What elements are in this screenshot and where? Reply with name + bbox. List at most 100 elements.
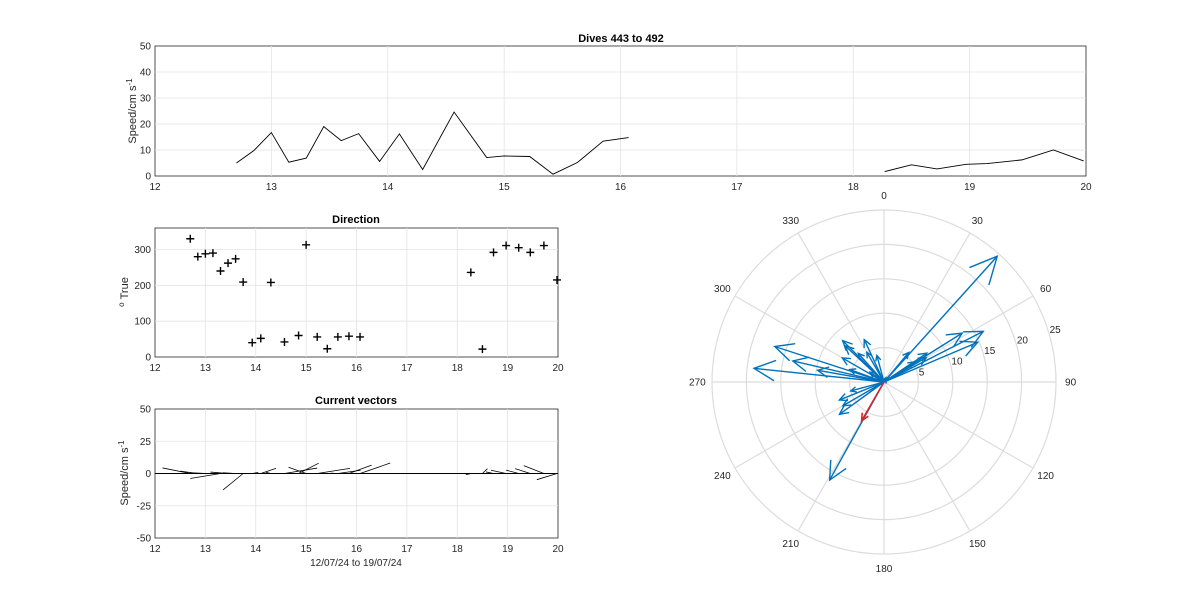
direction-point — [231, 254, 240, 263]
polar-vector-arrow — [883, 341, 979, 383]
speed-grid — [155, 46, 1086, 176]
current-vector-stick — [252, 472, 259, 474]
current-vector-stick — [190, 473, 221, 479]
direction-point — [478, 345, 487, 354]
current-vector-stick — [465, 473, 471, 476]
polar-vector-arrow-head — [838, 405, 850, 416]
direction-point — [466, 268, 475, 277]
current-vector-stick — [490, 469, 507, 474]
polar-r-label: 20 — [1017, 335, 1029, 346]
polar-vector-arrow-head — [863, 338, 872, 349]
direction-point — [356, 332, 365, 341]
polar-theta-label: 90 — [1065, 378, 1077, 389]
direction-point — [294, 331, 303, 340]
polar-vectors — [752, 255, 999, 482]
polar-theta-label: 270 — [689, 378, 706, 389]
speed-ylabel-text: Speed/cm s — [127, 85, 139, 144]
polar-vector-arrow-head — [752, 359, 777, 382]
polar-vector-arrow-head — [837, 393, 849, 402]
polar-vector-arrow — [863, 339, 885, 383]
direction-ylabel: o True — [117, 277, 131, 307]
polar-r-label: 25 — [1050, 325, 1062, 336]
current-xtick-label: 16 — [351, 544, 363, 555]
polar-vector-arrow-head — [841, 339, 853, 351]
polar-vector-arrow-head — [791, 356, 810, 373]
polar-mean-vector-arrow-head — [860, 412, 869, 423]
direction-xtick-label: 19 — [502, 363, 514, 374]
speed-xtick-label: 18 — [848, 182, 860, 193]
speed-title: Dives 443 to 492 — [578, 33, 664, 45]
current-vector-stick — [288, 466, 307, 474]
direction-xtick-label: 14 — [250, 363, 262, 374]
speed-ytick-label: 20 — [140, 120, 152, 131]
polar-r-label: 10 — [951, 357, 963, 368]
direction-point — [216, 267, 225, 275]
direction-point — [514, 243, 523, 252]
speed-panel: Dives 443 to 492 12 13 14 15 16 17 18 19 20 0 10 20… — [125, 33, 1092, 193]
current-vector-stick — [162, 467, 191, 474]
current-vector-stick — [317, 467, 351, 474]
speed-xtick-label: 13 — [266, 182, 278, 193]
direction-point — [344, 332, 353, 341]
current-xtick-label: 14 — [250, 544, 262, 555]
polar-vector-arrow-head — [865, 350, 873, 359]
direction-point — [239, 278, 248, 287]
direction-point — [333, 332, 342, 341]
current-xtick-label: 20 — [552, 544, 564, 555]
direction-point — [208, 249, 217, 258]
direction-ylabel-sup: o — [117, 302, 126, 307]
current-vector-stick — [523, 465, 545, 474]
current-panel: Current vectors 12 13 14 15 16 17 18 19 20 -50 -25… — [117, 395, 564, 569]
speed-xtick-label: 16 — [615, 182, 627, 193]
direction-title: Direction — [332, 214, 380, 226]
current-ytick-label: 50 — [140, 405, 152, 416]
polar-spoke — [883, 232, 971, 383]
direction-point — [489, 248, 498, 257]
speed-ytick-label: 40 — [140, 68, 152, 79]
speed-series-line — [236, 111, 629, 175]
polar-theta-label: 120 — [1037, 471, 1054, 482]
current-ytick-label: -50 — [137, 534, 152, 545]
direction-point — [313, 332, 322, 341]
polar-spoke — [883, 381, 1034, 469]
polar-vector-arrow — [857, 352, 885, 383]
direction-xtick-label: 17 — [401, 363, 413, 374]
speed-ticks: 12 13 14 15 16 17 18 19 20 0 10 20 30 40 50 — [140, 42, 1092, 194]
current-ylabel-sup: -1 — [117, 440, 126, 448]
current-ytick-label: 0 — [145, 469, 151, 480]
direction-xtick-label: 18 — [452, 363, 464, 374]
direction-ytick-label: 0 — [145, 353, 151, 364]
speed-ytick-label: 0 — [145, 172, 151, 183]
direction-point — [502, 241, 511, 250]
polar-theta-label: 0 — [881, 191, 887, 202]
current-ticks: 12 13 14 15 16 17 18 19 20 -50 -25 0 25 50 — [137, 405, 564, 556]
current-vector-stick — [348, 464, 372, 474]
polar-theta-label: 330 — [782, 216, 799, 227]
direction-ylabel-text: True — [119, 277, 131, 299]
current-vector-stick — [536, 473, 558, 481]
polar-vector-arrow-head — [902, 351, 910, 360]
current-vector-stick — [515, 468, 531, 474]
polar-vector-arrow — [792, 360, 885, 383]
current-ytick-label: -25 — [137, 501, 152, 512]
speed-ytick-label: 50 — [140, 42, 152, 53]
direction-point — [302, 240, 311, 249]
polar-spoke — [883, 381, 971, 532]
polar-vector-arrow-head — [959, 340, 980, 357]
direction-point — [526, 248, 535, 257]
polar-theta-label: 240 — [714, 471, 731, 482]
polar-vector-arrow-head — [907, 361, 915, 368]
current-vector-stick — [482, 468, 488, 474]
direction-ytick-label: 100 — [134, 317, 151, 328]
direction-xtick-label: 20 — [552, 363, 564, 374]
current-sticks — [155, 462, 558, 491]
polar-theta-label: 180 — [876, 564, 893, 575]
direction-point — [248, 338, 257, 347]
current-ylabel-text: Speed/cm s — [119, 447, 131, 506]
direction-grid — [155, 228, 558, 357]
speed-xtick-label: 17 — [731, 182, 743, 193]
polar-grid: 0 30 60 90 120 150 180 210 240 270 300 330 5 10 15 20 25 — [689, 191, 1077, 575]
direction-points — [186, 234, 561, 354]
